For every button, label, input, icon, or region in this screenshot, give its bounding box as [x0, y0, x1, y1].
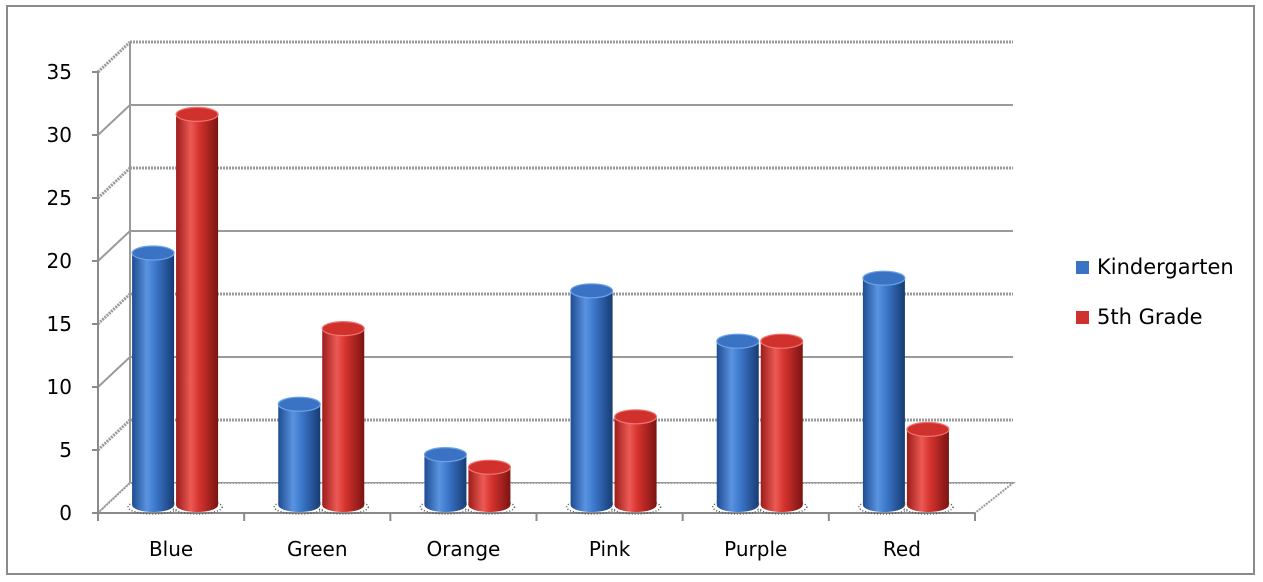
bar-top: [321, 321, 365, 337]
y-tick-label: 20: [47, 249, 72, 273]
bar-body: [132, 253, 175, 512]
legend-item: Kindergarten: [1076, 255, 1234, 279]
bar-body: [322, 328, 365, 512]
bar-body: [614, 416, 657, 512]
bar-pink-5th-grade: [609, 409, 662, 515]
legend-swatch: [1076, 311, 1089, 324]
y-tick-label: 25: [47, 186, 72, 210]
bar-red-kindergarten: [858, 270, 910, 515]
side-gridline: [97, 230, 131, 262]
bar-top: [175, 106, 219, 123]
x-tick-label: Pink: [589, 537, 631, 561]
bar-body: [906, 429, 949, 512]
bars: [127, 106, 954, 515]
y-tick-label: 30: [47, 123, 72, 147]
bar-body: [716, 341, 759, 512]
y-tick-label: 0: [59, 501, 72, 525]
legend-label: Kindergarten: [1097, 255, 1234, 279]
bar-blue-kindergarten: [127, 245, 179, 515]
x-tick-label: Purple: [724, 537, 787, 561]
side-gridline: [97, 356, 131, 388]
x-tick-label: Blue: [149, 537, 193, 561]
bar-top: [716, 333, 760, 349]
bar-body: [278, 404, 321, 512]
bar-green-kindergarten: [273, 396, 325, 515]
side-gridline: [96, 166, 132, 200]
side-gridline: [96, 292, 132, 326]
bar-purple-kindergarten: [712, 333, 764, 515]
side-gridline: [96, 418, 132, 452]
bar-top: [906, 421, 950, 437]
axes: [92, 71, 976, 521]
bar-red-5th-grade: [902, 421, 954, 515]
bar-green-5th-grade: [317, 321, 369, 515]
bar-body: [570, 290, 613, 512]
y-tick-label: 5: [59, 438, 72, 462]
bar-top: [423, 447, 468, 463]
legend: Kindergarten 5th Grade: [1076, 255, 1234, 329]
bar-pink-kindergarten: [565, 283, 618, 515]
bar-top: [277, 396, 321, 412]
bar-body: [468, 467, 511, 512]
bar-orange-5th-grade: [463, 459, 516, 515]
bar-body: [862, 278, 905, 512]
bar-orange-kindergarten: [419, 447, 472, 515]
x-tick-label: Red: [883, 537, 921, 561]
bar-top: [760, 333, 804, 349]
side-gridline: [97, 104, 131, 136]
x-tick-label: Green: [287, 537, 348, 561]
legend-swatch: [1076, 261, 1089, 274]
bar-body: [424, 454, 467, 512]
bar-top: [862, 270, 906, 286]
legend-item: 5th Grade: [1076, 305, 1203, 329]
y-tick-label: 35: [47, 60, 72, 84]
bar-top: [613, 409, 658, 425]
y-tick-label: 15: [47, 312, 72, 336]
bar-top: [131, 245, 175, 261]
bar-blue-5th-grade: [171, 106, 223, 515]
x-tick-label: Orange: [426, 537, 500, 561]
bar-body: [760, 341, 803, 512]
legend-label: 5th Grade: [1097, 305, 1203, 329]
bar-top: [467, 459, 512, 475]
bar-top: [569, 283, 614, 299]
bar-body: [176, 114, 219, 513]
labels: 0 5 10 15 20 25 30 35 Blue Green Orange Pink Purple R…: [47, 60, 921, 561]
side-gridline: [96, 40, 132, 74]
y-tick-label: 10: [47, 375, 72, 399]
bar-purple-5th-grade: [756, 333, 808, 515]
